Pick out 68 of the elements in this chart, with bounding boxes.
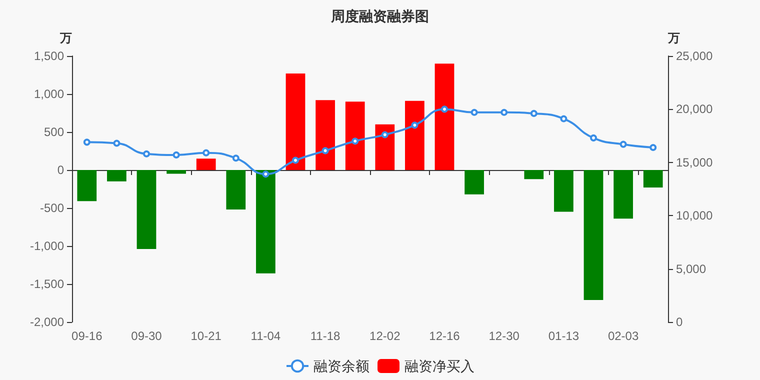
point (292, 156, 299, 164)
x-tick-label: 02-03 (608, 329, 639, 343)
point (441, 106, 448, 113)
bar (107, 170, 126, 182)
bar (196, 158, 216, 170)
bar (405, 100, 424, 170)
point (202, 149, 210, 156)
x-tick-label: 12-02 (370, 329, 401, 343)
point (83, 138, 90, 146)
y-tick-label: -2,000 (30, 315, 64, 329)
point (620, 140, 627, 148)
bar (464, 170, 484, 194)
point (143, 150, 150, 158)
y-tick-label: 1,000 (34, 87, 64, 101)
x-tick-label: 01-13 (548, 329, 580, 343)
point (232, 154, 240, 162)
bar (226, 170, 246, 210)
y-axis-title: 万 (59, 31, 72, 45)
x-tick-label: 11-18 (310, 329, 341, 343)
bar (554, 170, 574, 212)
bar (614, 170, 633, 219)
point (590, 134, 597, 142)
bar (434, 64, 454, 170)
legend-label: 融资净买入 (404, 358, 474, 374)
x-tick-label: 12-30 (488, 329, 520, 343)
x-tick-label: 12-16 (429, 329, 460, 343)
point (470, 108, 478, 116)
y-tick-label: 0 (57, 163, 64, 177)
y2-tick-label: 5,000 (676, 262, 706, 276)
x-tick-label: 11-04 (250, 329, 281, 343)
y-tick-label: -1,000 (30, 239, 64, 253)
bar (643, 170, 663, 188)
bar (375, 124, 395, 170)
point (113, 140, 120, 147)
x-tick-label: 10-21 (190, 329, 222, 343)
point (322, 147, 329, 154)
bar (286, 73, 306, 170)
y-tick-label: 1,500 (34, 49, 64, 63)
y2-tick-label: 15,000 (676, 155, 714, 170)
y-tick-label: 500 (44, 125, 64, 139)
y2-tick-label: 20,000 (676, 102, 714, 116)
y2-tick-label: 0 (676, 315, 683, 329)
point (262, 170, 270, 178)
x-tick-label: 09-30 (131, 329, 162, 343)
bar (584, 170, 604, 300)
point (352, 138, 359, 145)
point (560, 115, 568, 122)
point (411, 122, 418, 129)
legend-label: 融资余额 (314, 358, 370, 374)
bar (345, 102, 365, 170)
y-tick-label: -500 (40, 201, 64, 215)
point (500, 108, 508, 116)
bar (256, 170, 276, 274)
y-tick-label: -1,500 (30, 277, 64, 291)
point (381, 131, 388, 138)
bar (166, 170, 186, 174)
point (650, 144, 657, 152)
bar (77, 170, 97, 202)
y2-tick-label: 10,000 (676, 208, 714, 223)
bar (524, 170, 544, 180)
bar (136, 170, 156, 250)
x-tick-label: 09-16 (72, 329, 103, 343)
point (530, 110, 538, 117)
y2-tick-label: 25,000 (676, 49, 714, 63)
chart-title: 周度融资融券图 (330, 8, 429, 24)
point (172, 151, 180, 158)
bar (316, 100, 335, 170)
y2-axis-title: 万 (667, 31, 680, 45)
